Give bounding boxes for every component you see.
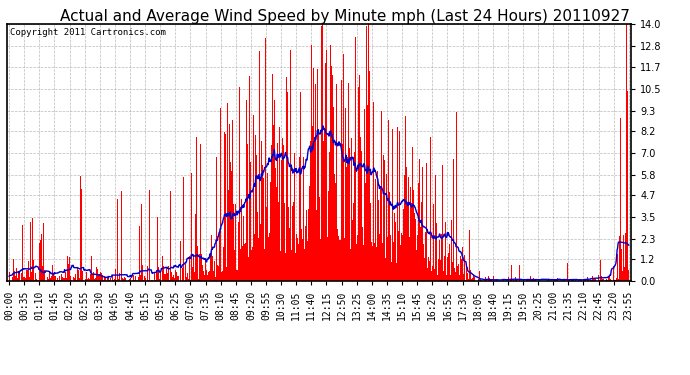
Text: Actual and Average Wind Speed by Minute mph (Last 24 Hours) 20110927: Actual and Average Wind Speed by Minute …: [60, 9, 630, 24]
Text: Copyright 2011 Cartronics.com: Copyright 2011 Cartronics.com: [10, 28, 166, 37]
